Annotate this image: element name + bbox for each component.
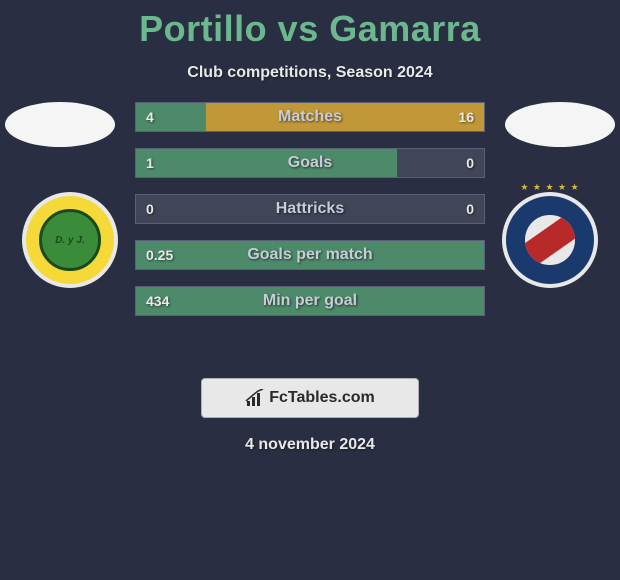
team-badge-right-inner xyxy=(525,215,574,264)
team-badge-left: D. y J. xyxy=(22,192,118,288)
stat-label: Goals xyxy=(136,154,484,172)
comparison-area: D. y J. ★ ★ ★ ★ ★ 416Matches10Goals00Hat… xyxy=(0,110,620,370)
stat-row: 416Matches xyxy=(135,102,485,132)
stat-label: Goals per match xyxy=(136,246,484,264)
stat-row: 434Min per goal xyxy=(135,286,485,316)
player-avatar-left xyxy=(5,102,115,147)
stat-bars: 416Matches 10Goals 00Hattricks 0.25Goals pe… xyxy=(135,102,485,332)
team-badge-left-label: D. y J. xyxy=(39,209,101,271)
team-badge-right-diagonal xyxy=(525,215,574,264)
stat-label: Matches xyxy=(136,108,484,126)
brand-badge: FcTables.com xyxy=(201,378,419,418)
stat-label: Hattricks xyxy=(136,200,484,218)
stat-row: 00Hattricks xyxy=(135,194,485,224)
chart-icon xyxy=(245,389,265,407)
date-text: 4 november 2024 xyxy=(0,436,620,454)
stat-label: Min per goal xyxy=(136,292,484,310)
header: Portillo vs Gamarra Club competitions, S… xyxy=(0,0,620,82)
page-subtitle: Club competitions, Season 2024 xyxy=(0,64,620,82)
brand-text: FcTables.com xyxy=(269,389,375,407)
team-badge-right-stars: ★ ★ ★ ★ ★ xyxy=(506,182,594,193)
page-title: Portillo vs Gamarra xyxy=(0,8,620,50)
player-avatar-right xyxy=(505,102,615,147)
team-badge-right: ★ ★ ★ ★ ★ xyxy=(502,192,598,288)
stat-row: 0.25Goals per match xyxy=(135,240,485,270)
stat-row: 10Goals xyxy=(135,148,485,178)
